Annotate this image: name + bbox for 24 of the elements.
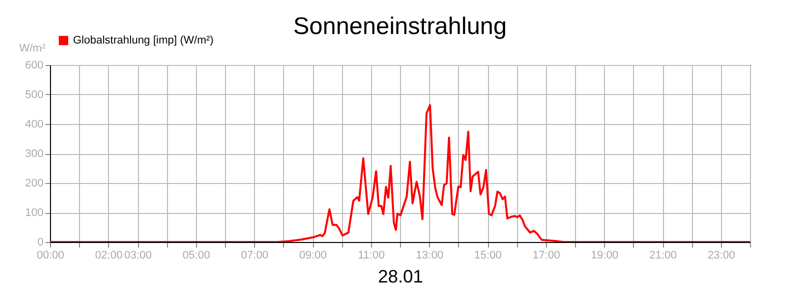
- x-tick-label: 03:00: [124, 250, 152, 262]
- x-tick-label: 09:00: [299, 250, 327, 262]
- x-axis-title: 28.01: [378, 266, 424, 286]
- x-tick-label: 00:00: [36, 250, 64, 262]
- x-tick-label: 13:00: [416, 250, 444, 262]
- y-tick-label: 200: [25, 178, 44, 190]
- x-tick-label: 11:00: [358, 250, 385, 262]
- x-tick-label: 02:00: [95, 250, 123, 262]
- y-tick-label: 100: [25, 207, 44, 219]
- y-tick-label: 400: [25, 118, 44, 130]
- x-tick-label: 19:00: [590, 250, 618, 262]
- x-tick-label: 23:00: [708, 250, 736, 262]
- y-tick-label: 300: [25, 148, 44, 160]
- x-tick-label: 07:00: [240, 250, 268, 262]
- y-axis-title: W/m²: [19, 42, 46, 54]
- x-tick-label: 21:00: [649, 250, 677, 262]
- x-tick-label: 15:00: [474, 250, 502, 262]
- x-tick-label: 05:00: [182, 250, 210, 262]
- y-tick-label: 500: [25, 89, 44, 101]
- chart-title: Sonneneinstrahlung: [293, 13, 507, 40]
- legend-label: Globalstrahlung [imp] (W/m²): [73, 34, 214, 46]
- y-tick-label: 600: [25, 60, 44, 72]
- x-tick-label: 17:00: [532, 250, 560, 262]
- y-tick-label: 0: [37, 236, 44, 248]
